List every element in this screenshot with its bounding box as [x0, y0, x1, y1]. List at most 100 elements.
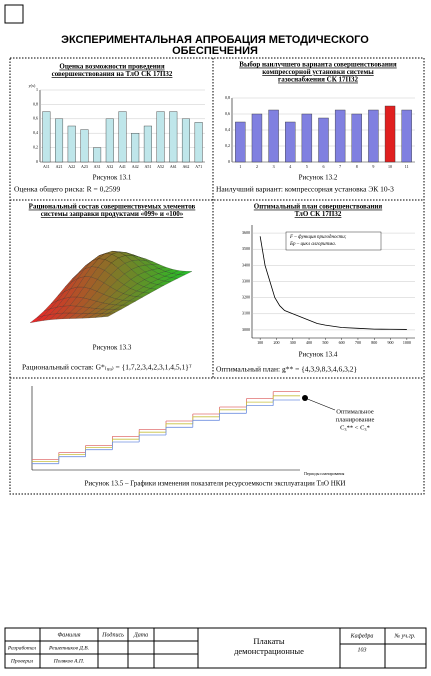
bar: [318, 117, 329, 163]
annotation: планирование: [336, 416, 375, 423]
legend-text: F – функция пригодности;: [289, 235, 347, 240]
stamp-cell: Поляков А.П.: [53, 658, 85, 664]
stamp-dept-label: Кафедра: [350, 632, 374, 639]
line: [259, 236, 407, 330]
x-tick-label: A61: [170, 164, 177, 169]
figure-caption: Рисунок 13.4: [299, 351, 338, 359]
x-tick-label: A22: [68, 164, 75, 169]
panel-note: Наилучший вариант: компрессорная установ…: [216, 185, 394, 194]
y-tick-label: 3500: [242, 246, 250, 251]
x-tick-label: 7: [339, 164, 341, 169]
bar: [401, 109, 412, 163]
panel-note: Оценка общего риска: R = 0,2599: [14, 185, 120, 194]
bar: [93, 147, 102, 163]
bar: [118, 111, 127, 163]
stamp-name: Плакаты: [253, 636, 284, 646]
x-tick-label: A41: [119, 164, 126, 169]
x-axis-label: Периоды планирования: [304, 471, 344, 476]
arrow: [304, 397, 336, 411]
stamp-name: демонстрационные: [234, 646, 304, 656]
bar: [169, 111, 178, 163]
bar: [55, 118, 64, 163]
x-tick-label: 300: [290, 340, 296, 345]
bar: [301, 113, 313, 163]
y-tick-label: 3100: [242, 311, 250, 316]
figure-caption: Рисунок 13.1: [93, 174, 132, 182]
panel-title: Оптимальный план совершенствования: [254, 203, 383, 211]
y-tick-label: 0,4: [225, 127, 230, 133]
bar: [67, 125, 76, 163]
annotation: C₃** < C₃*: [340, 424, 370, 431]
x-tick-label: 4: [289, 164, 291, 169]
figure-caption: Рисунок 13.5 – Графики изменения показат…: [85, 480, 346, 488]
y-tick-label: 3300: [242, 278, 250, 283]
stamp-group: № уч.гр.: [393, 633, 415, 639]
figure-caption: Рисунок 13.3: [93, 344, 132, 352]
panel-note: Оптимальный план: g** = {4,3,9,8,3,4,6,3…: [216, 365, 357, 374]
y-tick-label: 0,4: [33, 130, 38, 136]
y-tick-label: 0,8: [225, 95, 230, 101]
bar: [181, 118, 190, 163]
y-tick-label: 3400: [242, 262, 250, 267]
bar: [235, 121, 246, 163]
x-tick-label: 600: [339, 340, 345, 345]
bar: [251, 113, 263, 163]
stamp-dept: 103: [358, 647, 367, 653]
legend-text: Бр – цикл алгоритма.: [289, 242, 336, 247]
surface-cell: [178, 271, 193, 275]
panel-title: Выбор наилучшего варианта совершенствова…: [239, 61, 397, 69]
panel-title: Оценка возможности проведения: [59, 63, 164, 71]
panel-title: ТлО СК 17П32: [295, 210, 342, 218]
legend-box: [285, 231, 382, 251]
bar: [131, 132, 140, 163]
panel-note: Рациональный состав: G*₍₉₉₎ = {1,7,2,3,4…: [22, 363, 192, 372]
x-tick-label: 900: [388, 340, 394, 345]
bar: [42, 111, 51, 163]
bar: [334, 109, 346, 163]
bar: [285, 121, 296, 163]
bar: [143, 125, 152, 163]
y-tick-label: 0,8: [33, 101, 38, 107]
x-tick-label: 3: [273, 164, 275, 169]
annotation: Оптимальное: [336, 408, 374, 415]
y-tick-label: 1: [36, 87, 38, 92]
panel-title: системы заправки продуктами «099» и «100…: [41, 210, 184, 218]
bar: [80, 129, 89, 163]
stamp: [4, 627, 427, 669]
x-tick-label: 2: [256, 164, 258, 169]
stamp-header: Подпись: [101, 631, 124, 638]
page-title: ЭКСПЕРИМЕНТАЛЬНАЯ АПРОБАЦИЯ МЕТОДИЧЕСКОГ…: [61, 34, 369, 57]
panel-title: газоснабжения СК 17П32: [278, 76, 358, 84]
stamp-cell: Проверил: [10, 658, 34, 664]
y-axis-label: y(x): [29, 83, 36, 88]
x-tick-label: A42: [132, 164, 139, 169]
x-tick-label: A51: [144, 164, 151, 169]
x-tick-label: A31: [94, 164, 101, 169]
x-tick-label: 6: [323, 164, 325, 169]
x-tick-label: 11: [405, 164, 409, 169]
stamp-header: Фамилия: [57, 632, 80, 638]
corner-box: [4, 4, 24, 24]
x-tick-label: A71: [195, 164, 202, 169]
y-tick-label: 0,2: [33, 145, 38, 151]
panel-title: компрессорной установки системы: [262, 68, 374, 76]
y-tick-label: 0,6: [225, 111, 230, 117]
x-tick-label: 5: [306, 164, 308, 169]
y-tick-label: 3600: [242, 230, 250, 235]
bar: [384, 105, 396, 163]
stamp-cell: Разработал: [7, 644, 37, 651]
x-tick-label: 200: [273, 340, 279, 345]
x-tick-label: 9: [372, 164, 374, 169]
y-tick-label: 0,6: [33, 116, 38, 122]
x-tick-label: 8: [356, 164, 358, 169]
x-tick-label: A23: [81, 164, 88, 169]
x-tick-label: A21: [56, 164, 63, 169]
y-tick-label: 3200: [242, 295, 250, 300]
x-tick-label: 800: [371, 340, 377, 345]
bar: [105, 118, 114, 163]
figure-caption: Рисунок 13.2: [299, 174, 338, 182]
x-tick-label: 700: [355, 340, 361, 345]
x-tick-label: 1: [239, 164, 241, 169]
y-tick-label: 0: [228, 159, 230, 164]
bar: [368, 109, 379, 163]
